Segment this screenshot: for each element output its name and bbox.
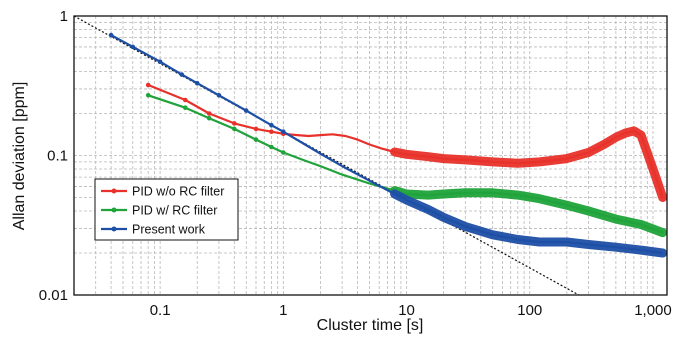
y-tick-label: 0.01 xyxy=(39,287,68,304)
y-axis-label: Allan deviation [ppm] xyxy=(11,82,28,231)
legend-marker xyxy=(111,207,117,213)
data-point xyxy=(269,122,274,128)
legend-marker xyxy=(111,226,117,232)
data-point xyxy=(179,72,185,77)
series-pid-w-o-rc-filter xyxy=(145,82,667,202)
data-point xyxy=(232,121,237,126)
data-point xyxy=(281,129,286,134)
data-point xyxy=(183,97,188,103)
data-point xyxy=(194,80,200,86)
data-point xyxy=(232,126,237,132)
series-layer xyxy=(74,16,667,295)
x-axis-label: Cluster time [s] xyxy=(317,317,424,334)
tick-labels: 0.1 1 10 100 1,000 1 0.1 0.01 xyxy=(39,8,672,319)
x-tick-label: 10 xyxy=(398,302,415,319)
data-point xyxy=(216,93,222,98)
plot-frame xyxy=(73,15,668,296)
legend-item-pid-w-rc-filter: PID w/ RC filter xyxy=(101,204,217,218)
data-point xyxy=(157,59,163,64)
data-point xyxy=(243,108,249,113)
data-point xyxy=(130,44,136,50)
legend-item-pid-w-o-rc-filter: PID w/o RC filter xyxy=(101,185,224,199)
x-tick-label: 0.1 xyxy=(150,302,171,319)
data-point xyxy=(183,105,188,110)
x-tick-label: 1,000 xyxy=(634,302,672,319)
series-present-work xyxy=(108,32,667,258)
x-tick-label: 100 xyxy=(517,302,542,319)
data-point xyxy=(253,137,259,142)
legend-label: PID w/ RC filter xyxy=(132,204,217,218)
series-band xyxy=(390,126,667,202)
legend-marker xyxy=(111,188,117,194)
y-tick-label: 1 xyxy=(60,8,68,25)
data-point xyxy=(145,93,151,98)
data-point xyxy=(281,150,286,155)
y-tick-label: 0.1 xyxy=(47,148,68,165)
data-point xyxy=(145,82,151,88)
legend-label: PID w/o RC filter xyxy=(132,185,224,199)
data-point xyxy=(206,111,212,116)
legend: PID w/o RC filter PID w/ RC filter Present… xyxy=(94,178,239,241)
series-line xyxy=(110,34,663,255)
data-point xyxy=(269,129,274,134)
x-tick-label: 1 xyxy=(279,302,287,319)
data-point xyxy=(269,144,274,150)
data-point xyxy=(206,115,212,121)
data-point xyxy=(253,126,259,132)
legend-item-present-work: Present work xyxy=(101,223,206,237)
legend-label: Present work xyxy=(132,223,206,237)
data-point xyxy=(108,32,114,38)
